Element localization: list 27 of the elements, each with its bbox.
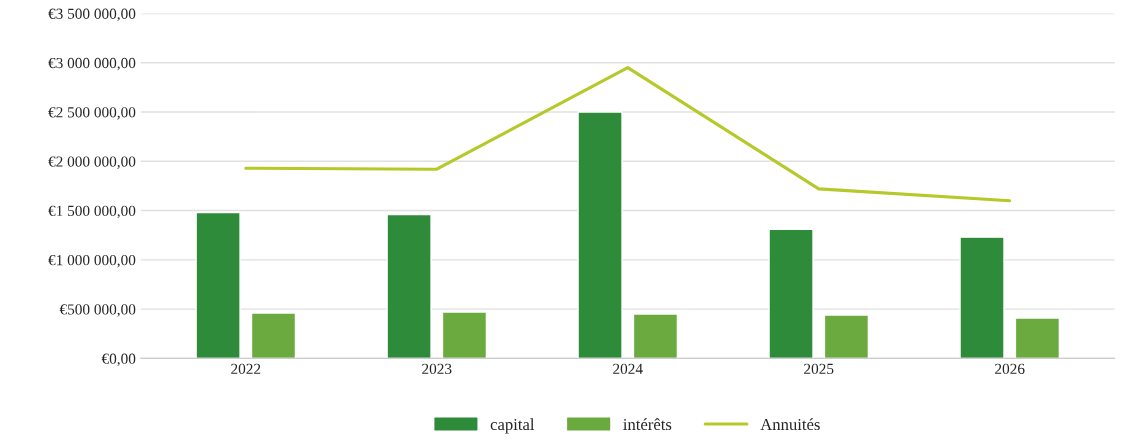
x-tick-label: 2022 — [231, 363, 261, 375]
bar — [959, 236, 1005, 359]
bar — [577, 111, 623, 359]
x-tick-label: 2023 — [422, 363, 452, 375]
y-tick-label: €500 000,00 — [59, 304, 136, 317]
bar — [441, 311, 488, 359]
bar — [386, 213, 432, 359]
line-series — [244, 66, 1012, 203]
y-tick-label: €2 000 000,00 — [48, 156, 136, 169]
bar — [195, 211, 241, 359]
y-tick-label: €3 500 000,00 — [48, 8, 136, 22]
y-tick-label: €2 500 000,00 — [48, 107, 136, 120]
y-tick-label: €0,00 — [101, 353, 136, 367]
y-tick-label: €1 000 000,00 — [48, 254, 136, 268]
y-tick-label: €3 000 000,00 — [48, 57, 136, 71]
legend-label: Annuités — [760, 418, 820, 431]
bar — [250, 312, 297, 359]
x-tick-label: 2024 — [613, 363, 643, 375]
bar — [823, 314, 870, 359]
bar — [632, 313, 679, 359]
y-tick-label: €1 500 000,00 — [48, 205, 136, 219]
bar — [1014, 317, 1061, 359]
x-tick-label: 2025 — [804, 363, 834, 375]
x-tick-label: 2026 — [995, 363, 1025, 375]
legend-label: intérêts — [623, 418, 672, 431]
bar — [768, 228, 814, 359]
legend-label: capital — [490, 418, 535, 434]
